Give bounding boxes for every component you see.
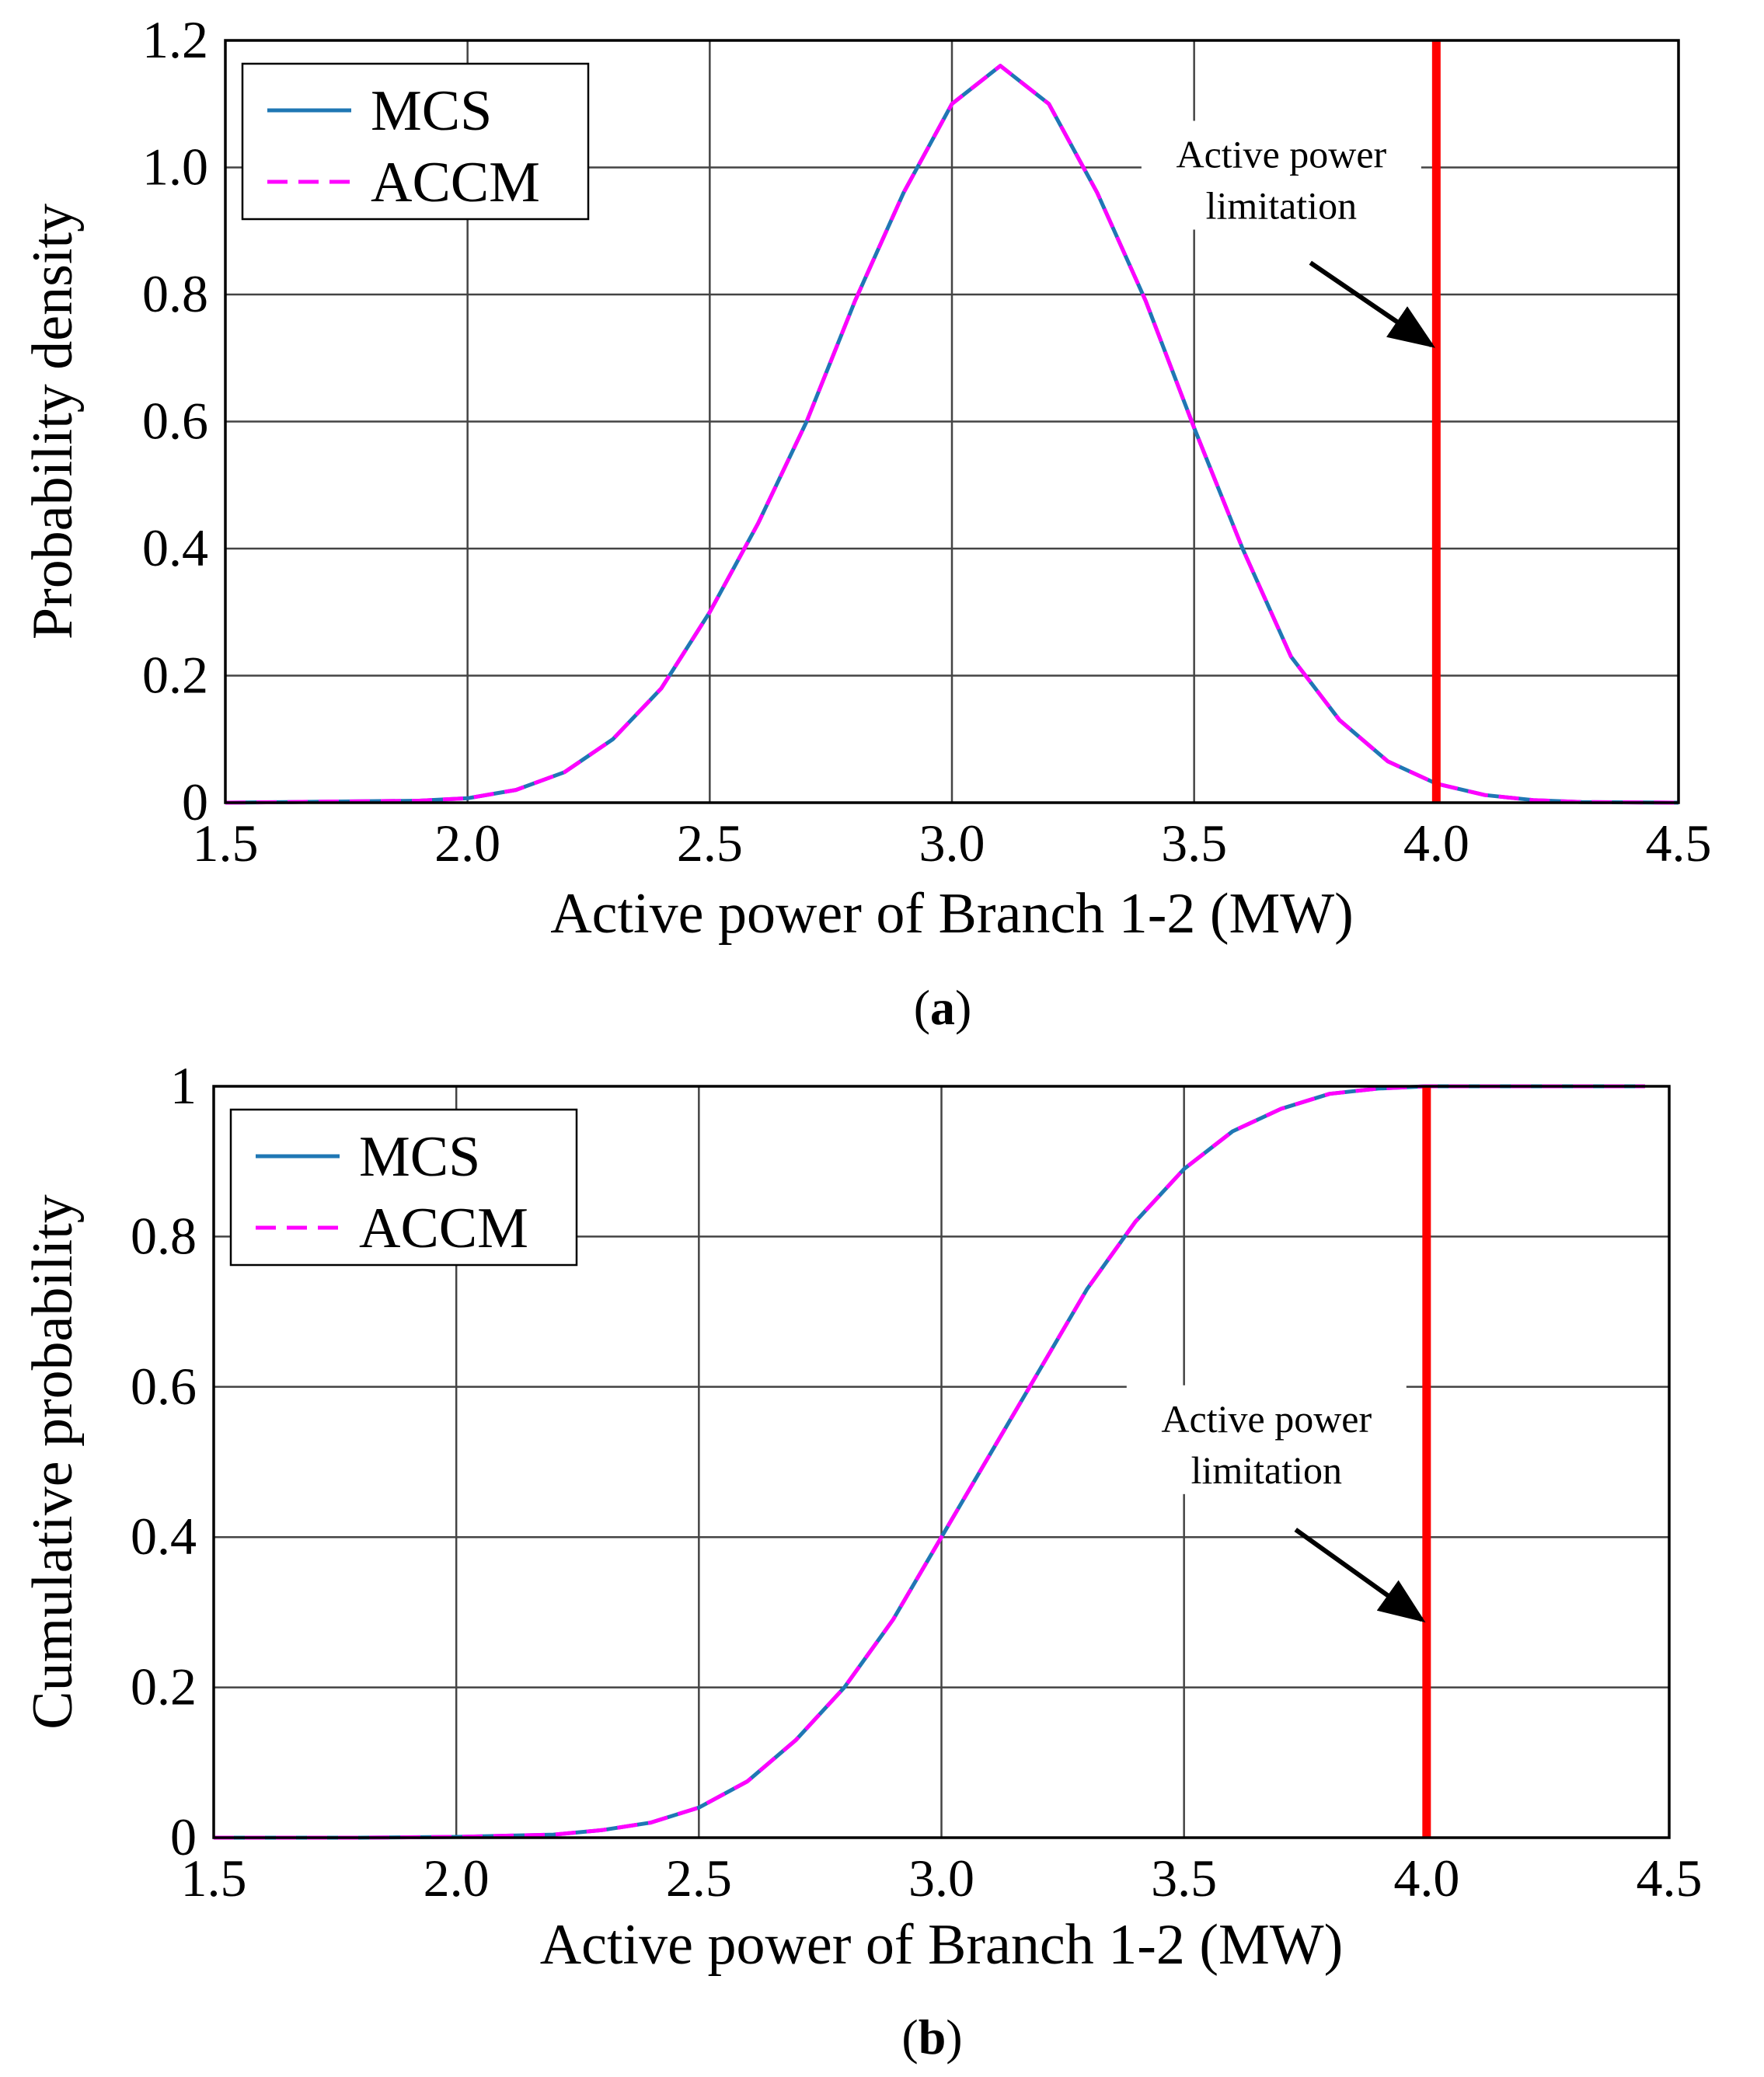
x-axis-label: Active power of Branch 1-2 (MW) [550,882,1354,946]
annotation-line-1: Active power [1161,1397,1372,1441]
annotation-line-2: limitation [1206,184,1357,228]
x-tick-label: 1.5 [181,1849,247,1908]
accm-series-line [214,1084,1645,1840]
y-tick-label: 0 [170,1807,197,1866]
y-tick-label: 0.4 [131,1507,197,1566]
panel-a-chart: 1.5 2.0 2.5 3.0 3.5 4.0 4.5 0 0.2 0.4 0.6 0.8 1.0 1.2… [21,10,1712,1035]
legend-box [241,62,590,221]
accm-series-line [225,64,1679,805]
x-tick-label: 3.5 [1161,814,1227,873]
plot-frame [212,1085,1671,1839]
x-tick-label: 2.5 [666,1849,732,1908]
legend-accm-label: ACCM [359,1197,528,1260]
y-tick-label: 0.8 [142,264,208,323]
x-tick-label: 2.5 [677,814,743,873]
plot-frame [224,39,1680,804]
panel-caption: (a) [914,980,972,1035]
annotation-background [1126,1385,1407,1494]
x-tick-label: 4.5 [1646,814,1712,873]
y-axis-label: Probability density [21,204,85,639]
x-tick-label: 4.0 [1393,1849,1459,1908]
y-axis-label: Cumulative probability [21,1194,85,1730]
annotation-line-1: Active power [1176,133,1386,176]
panel-caption: (b) [901,2009,962,2065]
y-tick-label: 0.6 [142,392,208,451]
y-tick-label: 0.8 [131,1206,197,1265]
legend-box [229,1108,578,1267]
annotation-line-2: limitation [1191,1448,1342,1492]
x-tick-label: 2.0 [434,814,500,873]
legend-accm-label: ACCM [371,151,540,214]
y-tick-label: 0.2 [131,1657,197,1716]
y-tick-label: 1.0 [142,138,208,197]
panel-b-chart: 1.5 2.0 2.5 3.0 3.5 4.0 4.5 0 0.2 0.4 0.6 0.8 1 Activ… [21,1056,1703,2065]
x-tick-label: 4.5 [1637,1849,1703,1908]
legend-mcs-label: MCS [371,79,492,143]
annotation-arrow [1309,260,1436,348]
annotation-background [1141,120,1421,230]
x-tick-label: 3.0 [919,814,985,873]
x-tick-label: 1.5 [193,814,259,873]
y-tick-label: 1.2 [142,10,208,69]
y-tick-label: 0.6 [131,1357,197,1416]
legend-mcs-label: MCS [359,1125,480,1189]
x-tick-label: 2.0 [424,1849,490,1908]
y-tick-label: 1 [170,1056,197,1115]
y-tick-label: 0.4 [142,518,208,577]
x-tick-label: 4.0 [1403,814,1469,873]
x-tick-label: 3.0 [908,1849,974,1908]
y-tick-label: 0.2 [142,646,208,705]
y-tick-label: 0 [182,772,208,831]
annotation-arrow [1294,1528,1426,1623]
x-axis-label: Active power of Branch 1-2 (MW) [540,1913,1344,1977]
x-tick-label: 3.5 [1151,1849,1217,1908]
